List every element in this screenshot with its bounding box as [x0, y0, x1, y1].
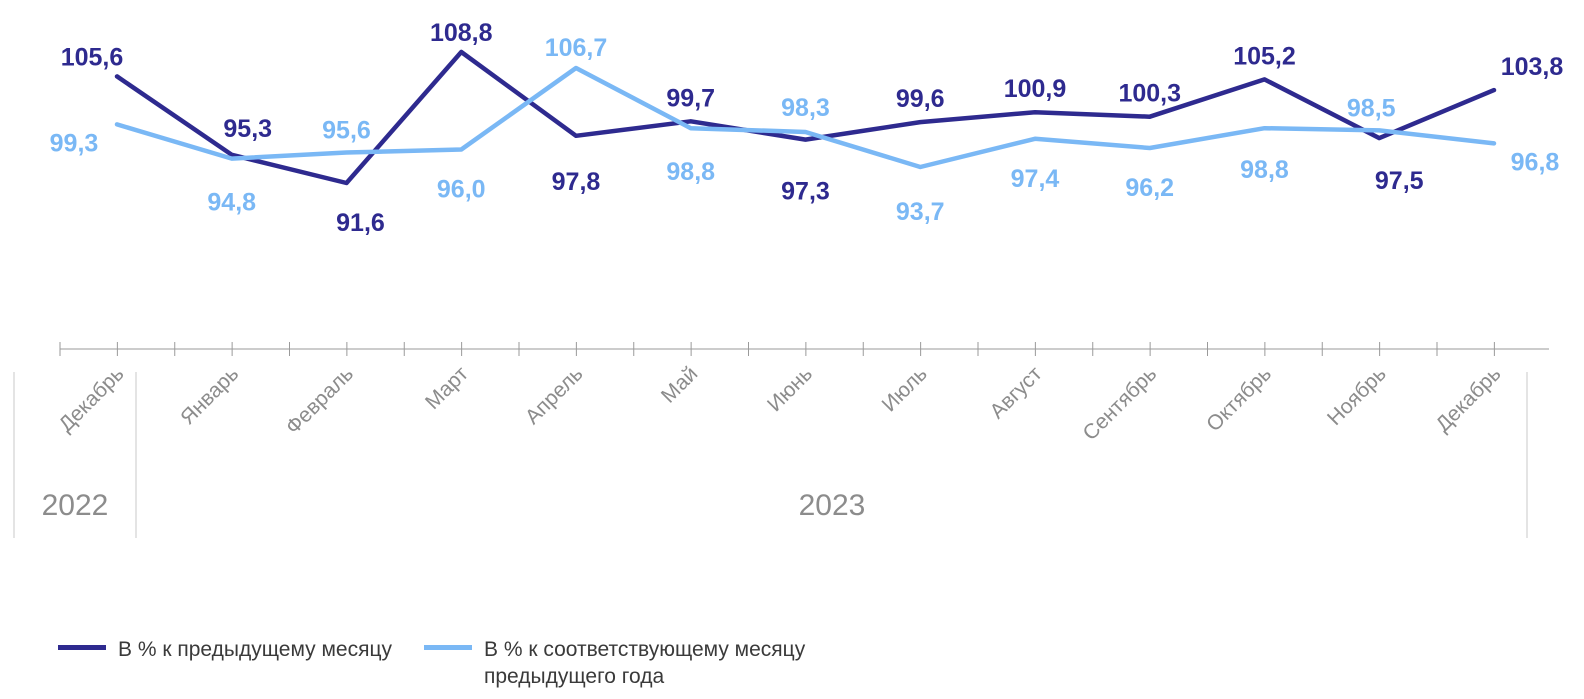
- legend-label-mom: В % к предыдущему месяцу: [118, 638, 392, 661]
- data-label-yoy: 98,5: [1347, 94, 1396, 122]
- data-label-mom: 91,6: [336, 209, 385, 237]
- data-label-yoy: 94,8: [207, 189, 256, 217]
- year-label: 2023: [799, 489, 866, 522]
- axis-layer: Декабрь Январь Февраль Март Апрель Май Июнь Июл…: [13, 342, 1549, 538]
- x-tick-label: Март: [421, 362, 473, 414]
- series-layer: [114, 49, 1497, 186]
- data-label-mom: 97,5: [1375, 167, 1424, 195]
- data-label-yoy: 96,0: [437, 175, 486, 203]
- legend-swatch-mom: [58, 645, 106, 650]
- data-label-mom: 97,3: [781, 178, 830, 206]
- x-tick-label: Февраль: [281, 362, 358, 439]
- series-line-yoy: [114, 65, 1497, 170]
- data-label-mom: 95,3: [223, 115, 272, 143]
- data-label-mom: 105,6: [61, 43, 124, 71]
- x-tick-label: Июль: [878, 362, 932, 416]
- data-label-yoy: 93,7: [896, 198, 945, 226]
- x-tick-label: Январь: [176, 362, 243, 429]
- legend-item-mom: В % к предыдущему месяцу: [58, 636, 392, 690]
- x-tick-label: Декабрь: [54, 362, 128, 436]
- data-label-mom: 100,3: [1118, 80, 1181, 108]
- x-tick-label: Август: [986, 362, 1047, 423]
- x-tick-label: Май: [657, 362, 702, 407]
- data-label-yoy: 95,6: [322, 117, 371, 145]
- legend-swatch-yoy: [423, 645, 472, 650]
- series-line-mom: [114, 49, 1497, 186]
- data-label-mom: 108,8: [430, 19, 493, 47]
- legend: В % к предыдущему месяцу В % к соответст…: [58, 636, 914, 690]
- x-tick-label: Июнь: [763, 362, 817, 416]
- data-label-mom: 99,7: [666, 84, 715, 112]
- x-tick-label: Октябрь: [1202, 362, 1276, 436]
- x-tick-label: Апрель: [521, 362, 588, 429]
- year-label: 2022: [42, 489, 109, 522]
- data-label-yoy: 96,2: [1125, 174, 1174, 202]
- data-label-mom: 105,2: [1233, 42, 1296, 70]
- data-label-yoy: 106,7: [545, 34, 608, 62]
- data-label-layer: 105,6 95,3 91,6 108,8 97,8 99,7 97,3 99,6 100,9 1…: [50, 19, 1564, 237]
- x-tick-label: Декабрь: [1431, 362, 1505, 436]
- data-label-yoy: 99,3: [50, 129, 99, 157]
- data-label-mom: 103,8: [1501, 53, 1564, 81]
- data-label-yoy: 97,4: [1011, 165, 1060, 193]
- data-label-mom: 97,8: [552, 168, 601, 196]
- x-tick-label: Сентябрь: [1078, 362, 1161, 445]
- data-label-yoy: 96,8: [1511, 148, 1560, 176]
- legend-label-yoy: В % к соответствующему месяцу предыдущег…: [483, 638, 806, 688]
- data-label-yoy: 98,3: [781, 94, 830, 122]
- data-label-mom: 100,9: [1004, 75, 1067, 103]
- legend-item-yoy: В % к соответствующему месяцу предыдущег…: [423, 636, 914, 690]
- x-tick-label: Ноябрь: [1323, 362, 1391, 430]
- data-label-yoy: 98,8: [666, 158, 715, 186]
- data-label-yoy: 98,8: [1240, 156, 1289, 184]
- data-label-mom: 99,6: [896, 85, 945, 113]
